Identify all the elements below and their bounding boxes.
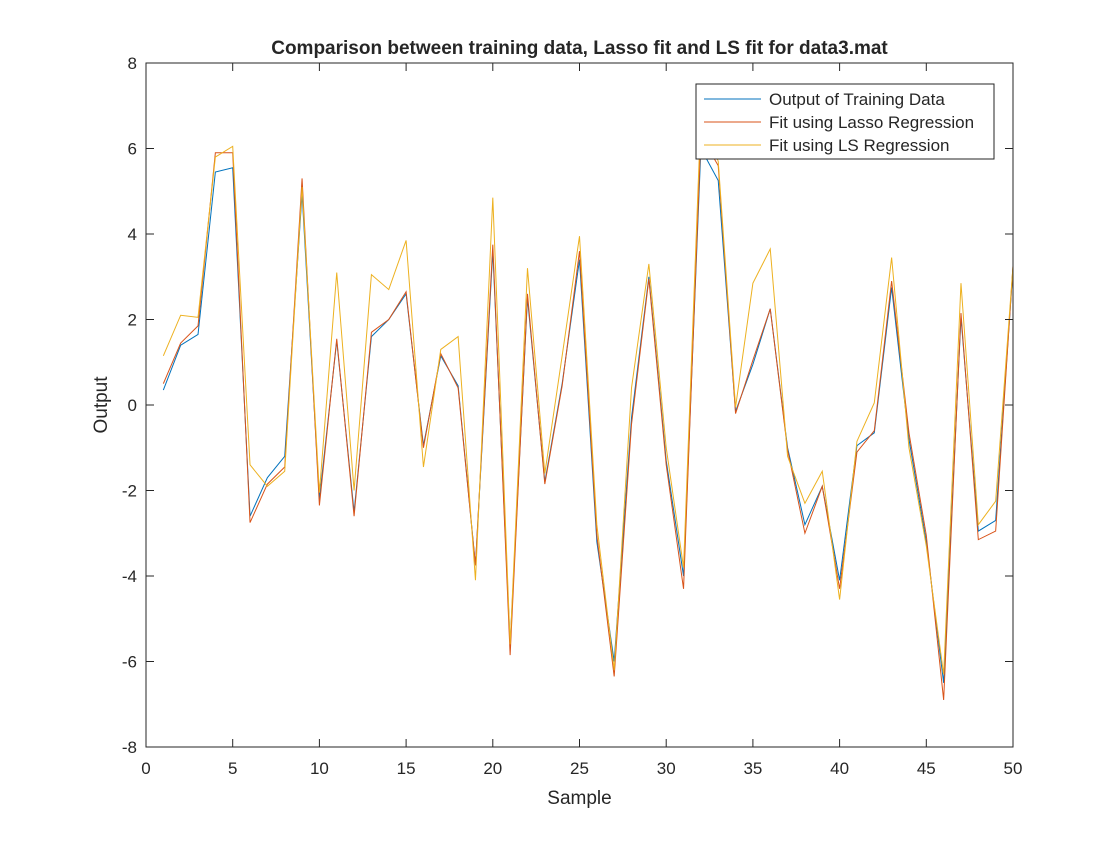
legend-label-3: Fit using LS Regression [769, 136, 949, 155]
x-tick-label: 5 [228, 759, 237, 778]
legend: Output of Training Data Fit using Lasso R… [695, 83, 995, 160]
y-tick-label: 8 [128, 54, 137, 73]
y-tick-label: 0 [128, 396, 137, 415]
legend-label-1: Output of Training Data [769, 90, 945, 109]
x-tick-label: 0 [141, 759, 150, 778]
y-tick-label: -6 [122, 653, 137, 672]
y-tick-label: -2 [122, 482, 137, 501]
tick-layer: 0 5 10 15 20 25 30 35 40 45 50 -8 -6 -4 -2 0 2 4 6 8 [122, 54, 1023, 778]
y-tick-label: 2 [128, 311, 137, 330]
y-tick-label: -8 [122, 738, 137, 757]
x-tick-label: 50 [1004, 759, 1023, 778]
series-line-3 [162, 114, 1014, 675]
y-tick-label: 4 [128, 225, 137, 244]
x-tick-label: 10 [310, 759, 329, 778]
x-tick-label: 15 [397, 759, 416, 778]
plot-area [146, 63, 1013, 747]
x-tick-label: 45 [917, 759, 936, 778]
y-tick-label: -4 [122, 567, 137, 586]
y-axis-label: Output [91, 376, 112, 434]
legend-label-2: Fit using Lasso Regression [769, 113, 974, 132]
x-tick-label: 40 [830, 759, 849, 778]
chart-title: Comparison between training data, Lasso … [271, 38, 888, 59]
axes-box [145, 62, 1014, 748]
x-tick-label: 25 [570, 759, 589, 778]
y-tick-label: 6 [128, 140, 137, 159]
x-tick-label: 20 [483, 759, 502, 778]
x-tick-label: 30 [657, 759, 676, 778]
x-axis-label: Sample [547, 788, 611, 809]
series-layer [162, 114, 1014, 701]
x-tick-label: 35 [743, 759, 762, 778]
